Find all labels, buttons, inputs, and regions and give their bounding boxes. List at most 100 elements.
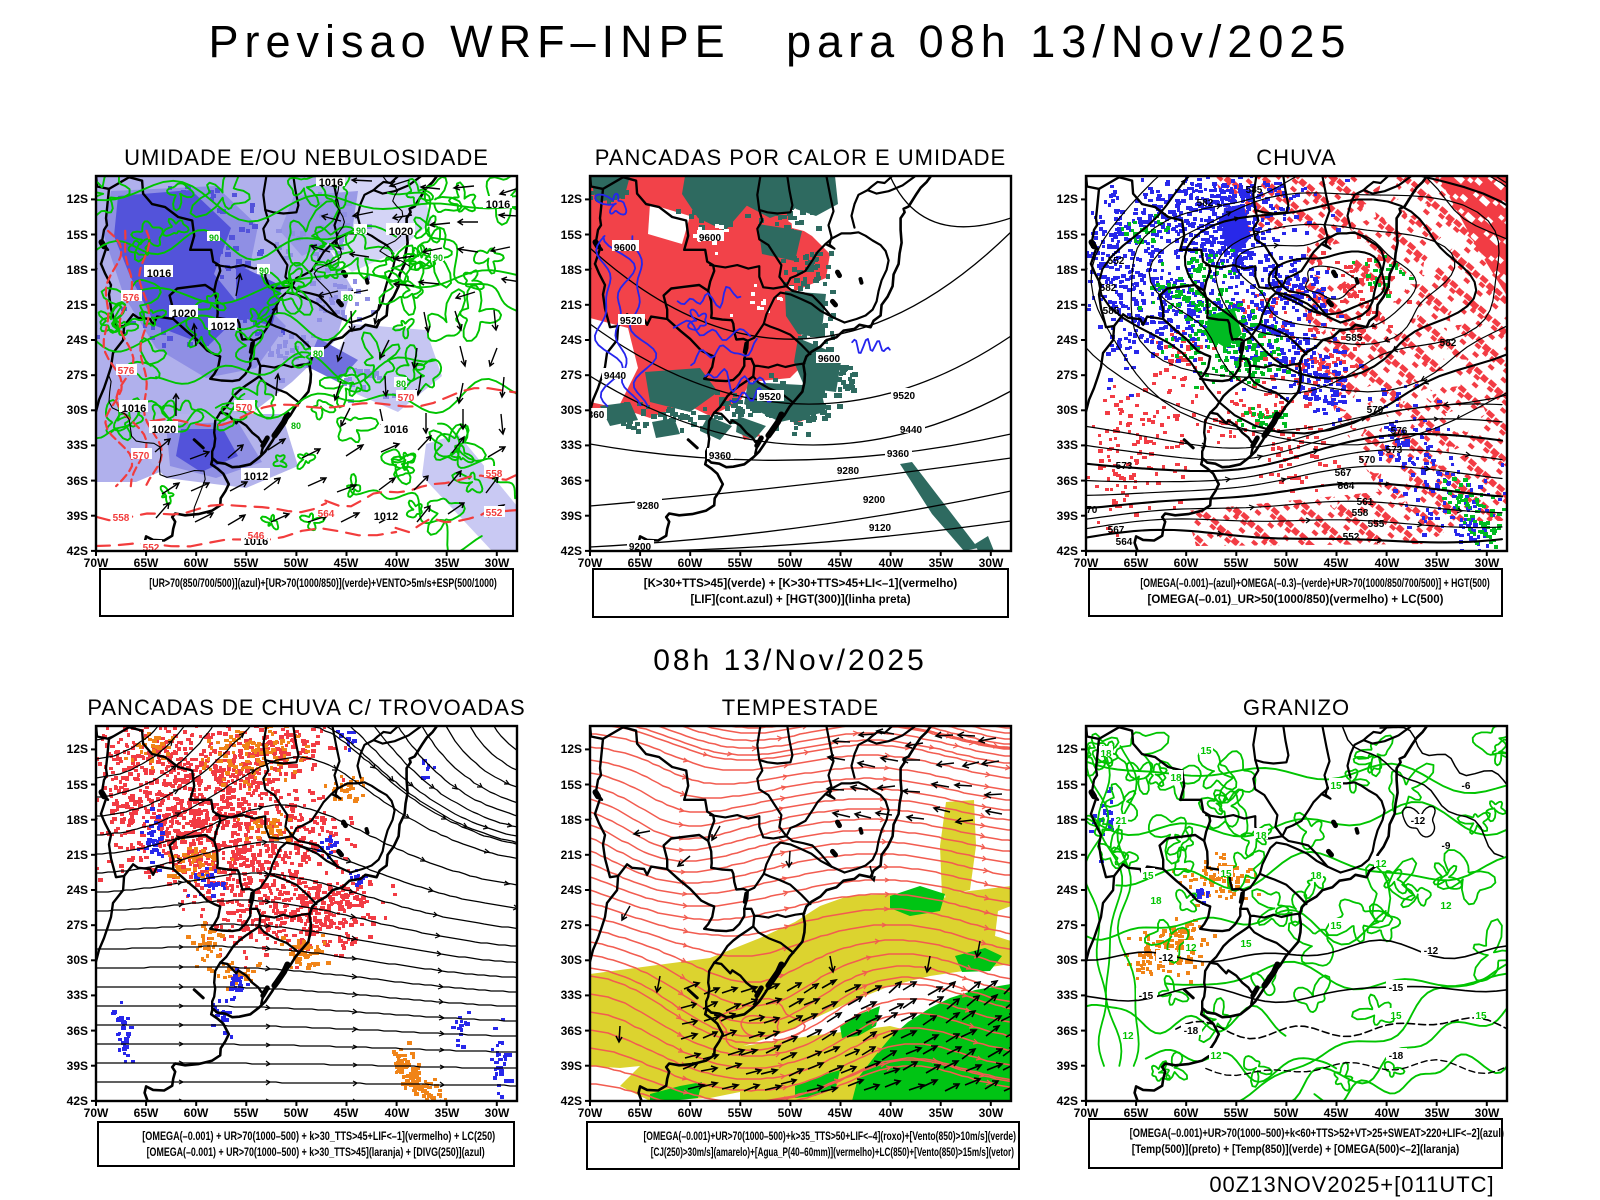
svg-text:15: 15: [1390, 1011, 1402, 1022]
svg-text:18S: 18S: [67, 263, 88, 277]
svg-text:21S: 21S: [561, 298, 582, 312]
svg-text:36S: 36S: [67, 1024, 88, 1038]
svg-text:15S: 15S: [561, 228, 582, 242]
svg-text:1012: 1012: [374, 511, 398, 523]
svg-text:12S: 12S: [1057, 742, 1078, 756]
svg-text:70W: 70W: [84, 1106, 109, 1120]
svg-text:39S: 39S: [67, 1059, 88, 1073]
svg-text:576: 576: [123, 293, 140, 304]
svg-text:24S: 24S: [67, 333, 88, 347]
svg-text:24S: 24S: [561, 883, 582, 897]
svg-text:45W: 45W: [1324, 556, 1349, 570]
svg-text:567: 567: [1108, 525, 1125, 536]
svg-text:90: 90: [356, 226, 366, 236]
svg-text:15S: 15S: [1057, 778, 1078, 792]
svg-text:9280: 9280: [637, 501, 660, 512]
svg-text:570: 570: [1081, 505, 1098, 516]
svg-text:9360: 9360: [887, 449, 910, 460]
svg-text:15S: 15S: [1057, 228, 1078, 242]
svg-text:30S: 30S: [67, 403, 88, 417]
svg-text:35W: 35W: [435, 1106, 460, 1120]
svg-text:30W: 30W: [485, 1106, 510, 1120]
svg-text:18S: 18S: [67, 813, 88, 827]
svg-text:30S: 30S: [1057, 953, 1078, 967]
svg-text:70W: 70W: [578, 1106, 603, 1120]
svg-text:60W: 60W: [678, 556, 703, 570]
svg-text:9360: 9360: [709, 451, 732, 462]
svg-text:35W: 35W: [1425, 556, 1450, 570]
svg-text:555: 555: [1368, 519, 1385, 530]
svg-text:9520: 9520: [759, 392, 782, 403]
svg-text:9440: 9440: [900, 425, 923, 436]
svg-text:65W: 65W: [628, 556, 653, 570]
svg-text:42S: 42S: [561, 1094, 582, 1108]
svg-text:60W: 60W: [1174, 556, 1199, 570]
svg-text:12: 12: [1210, 1051, 1222, 1062]
svg-text:558: 558: [1352, 508, 1369, 519]
svg-text:60W: 60W: [678, 1106, 703, 1120]
svg-text:12S: 12S: [561, 192, 582, 206]
svg-text:-6: -6: [1462, 781, 1471, 792]
svg-text:65W: 65W: [1124, 1106, 1149, 1120]
svg-text:-15: -15: [1389, 983, 1404, 994]
svg-text:40W: 40W: [1375, 556, 1400, 570]
svg-text:30W: 30W: [1475, 1106, 1500, 1120]
svg-text:70W: 70W: [1074, 556, 1099, 570]
svg-text:582: 582: [1100, 283, 1117, 294]
svg-text:24S: 24S: [1057, 883, 1078, 897]
svg-text:15: 15: [1240, 939, 1252, 950]
svg-text:36S: 36S: [561, 1024, 582, 1038]
svg-text:35W: 35W: [929, 1106, 954, 1120]
svg-text:39S: 39S: [67, 509, 88, 523]
svg-text:60W: 60W: [184, 1106, 209, 1120]
svg-text:70W: 70W: [1074, 1106, 1099, 1120]
svg-text:30W: 30W: [485, 556, 510, 570]
svg-text:552: 552: [1343, 532, 1360, 543]
svg-text:30S: 30S: [67, 953, 88, 967]
svg-text:576: 576: [118, 366, 135, 377]
svg-text:27S: 27S: [67, 368, 88, 382]
svg-text:558: 558: [113, 513, 130, 524]
svg-text:15: 15: [1220, 869, 1232, 880]
svg-text:36S: 36S: [561, 474, 582, 488]
svg-text:40W: 40W: [385, 556, 410, 570]
svg-text:18S: 18S: [561, 813, 582, 827]
svg-text:65W: 65W: [134, 1106, 159, 1120]
svg-text:27S: 27S: [561, 918, 582, 932]
svg-text:21S: 21S: [561, 848, 582, 862]
svg-text:585: 585: [1103, 306, 1120, 317]
svg-text:12S: 12S: [1057, 192, 1078, 206]
svg-text:564: 564: [1116, 537, 1133, 548]
svg-text:9600: 9600: [699, 233, 722, 244]
svg-text:40W: 40W: [879, 556, 904, 570]
svg-text:582: 582: [1440, 338, 1457, 349]
svg-text:570: 570: [133, 451, 150, 462]
svg-text:65W: 65W: [134, 556, 159, 570]
svg-text:570: 570: [236, 403, 253, 414]
svg-text:546: 546: [248, 531, 265, 542]
svg-text:15: 15: [1475, 1011, 1487, 1022]
svg-text:80: 80: [291, 421, 301, 431]
svg-text:30W: 30W: [979, 556, 1004, 570]
svg-text:21S: 21S: [67, 298, 88, 312]
svg-text:576: 576: [1391, 426, 1408, 437]
svg-text:70W: 70W: [84, 556, 109, 570]
svg-text:45W: 45W: [334, 1106, 359, 1120]
svg-text:579: 579: [1367, 405, 1384, 416]
svg-text:9120: 9120: [869, 523, 892, 534]
svg-text:585: 585: [1346, 333, 1363, 344]
svg-text:50W: 50W: [1274, 556, 1299, 570]
svg-text:33S: 33S: [561, 988, 582, 1002]
svg-text:42S: 42S: [67, 544, 88, 558]
svg-text:33S: 33S: [1057, 988, 1078, 1002]
svg-text:35W: 35W: [435, 556, 460, 570]
svg-text:567: 567: [1335, 468, 1352, 479]
svg-text:42S: 42S: [67, 1094, 88, 1108]
svg-text:573: 573: [1386, 445, 1403, 456]
svg-text:21S: 21S: [1057, 848, 1078, 862]
svg-text:12: 12: [1440, 901, 1452, 912]
svg-text:1012: 1012: [244, 471, 268, 483]
svg-text:18: 18: [1150, 896, 1162, 907]
svg-text:15: 15: [1200, 746, 1212, 757]
svg-text:21S: 21S: [1057, 298, 1078, 312]
